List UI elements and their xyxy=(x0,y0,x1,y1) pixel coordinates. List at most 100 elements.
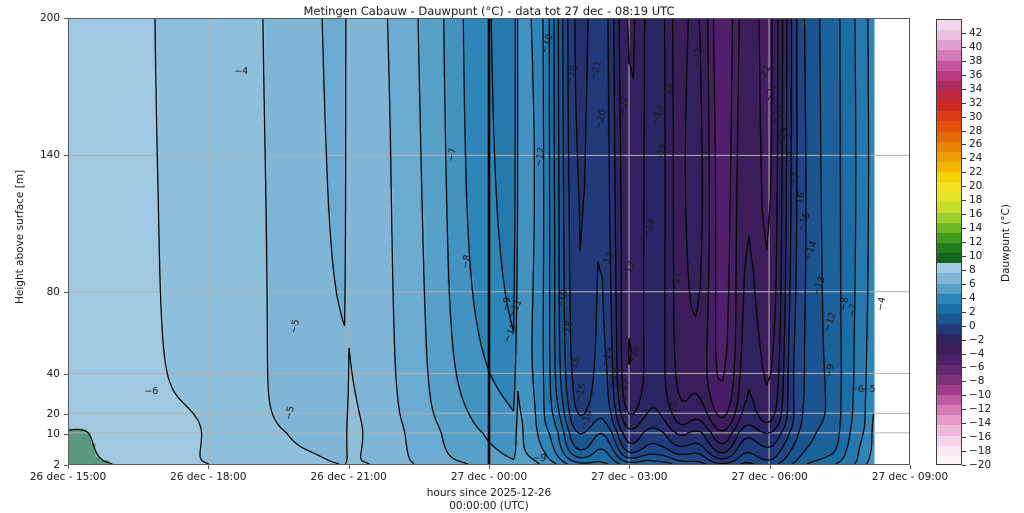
colorbar-tick-label: 42 xyxy=(969,27,982,39)
colorbar-tick-mark xyxy=(962,131,966,132)
y-tick-label: 40 xyxy=(20,368,60,380)
colorbar-tick-label: −6 xyxy=(969,361,984,373)
colorbar-tick-mark xyxy=(962,326,966,327)
y-tick-mark xyxy=(64,292,68,293)
x-tick-label: 27 dec - 06:00 xyxy=(731,471,807,483)
y-axis-label: Height above surface [m] xyxy=(14,169,26,303)
x-tick-mark xyxy=(349,465,350,469)
x-tick-label: 27 dec - 09:00 xyxy=(872,471,948,483)
colorbar-tick-mark xyxy=(962,186,966,187)
y-tick-label: 140 xyxy=(20,149,60,161)
x-tick-mark xyxy=(629,465,630,469)
x-tick-label: 26 dec - 15:00 xyxy=(30,471,106,483)
colorbar-tick-mark xyxy=(962,298,966,299)
colorbar-tick-label: 24 xyxy=(969,152,982,164)
colorbar-tick-mark xyxy=(962,270,966,271)
x-axis-label: hours since 2025-12-26 00:00:00 (UTC) xyxy=(68,487,910,513)
colorbar-tick-mark xyxy=(962,158,966,159)
colorbar-tick-mark xyxy=(962,395,966,396)
y-tick-mark xyxy=(64,155,68,156)
colorbar-tick-mark xyxy=(962,354,966,355)
colorbar-tick-mark xyxy=(962,228,966,229)
colorbar-tick-mark xyxy=(962,340,966,341)
colorbar-tick-label: 38 xyxy=(969,55,982,67)
colorbar-tick-label: 4 xyxy=(969,292,976,304)
colorbar-tick-mark xyxy=(962,451,966,452)
colorbar-tick-label: 36 xyxy=(969,69,982,81)
colorbar-tick-label: 10 xyxy=(969,250,982,262)
y-tick-mark xyxy=(64,414,68,415)
colorbar-tick-mark xyxy=(962,172,966,173)
colorbar-tick-label: 26 xyxy=(969,138,982,150)
colorbar-tick-label: 28 xyxy=(969,125,982,137)
colorbar-tick-label: −18 xyxy=(969,445,991,457)
contour-canvas: −4−5−5−7−8−9−10−12−12−11−12−13−14−15−15−… xyxy=(69,19,909,464)
colorbar-tick-mark xyxy=(962,61,966,62)
colorbar-tick-mark xyxy=(962,437,966,438)
colorbar-tick-mark xyxy=(962,144,966,145)
colorbar-tick-mark xyxy=(962,381,966,382)
colorbar-tick-label: 8 xyxy=(969,264,976,276)
colorbar-tick-label: 14 xyxy=(969,222,982,234)
x-tick-mark xyxy=(770,465,771,469)
colorbar-tick-mark xyxy=(962,409,966,410)
colorbar-tick-mark xyxy=(962,33,966,34)
figure-title: Metingen Cabauw - Dauwpunt (°C) - data t… xyxy=(68,4,910,18)
x-tick-label: 26 dec - 21:00 xyxy=(310,471,386,483)
x-tick-label: 27 dec - 03:00 xyxy=(591,471,667,483)
colorbar-segment xyxy=(937,456,961,465)
y-tick-label: 200 xyxy=(20,12,60,24)
colorbar-tick-mark xyxy=(962,47,966,48)
colorbar-tick-label: 18 xyxy=(969,194,982,206)
colorbar-tick-label: 40 xyxy=(969,41,982,53)
colorbar-tick-label: −20 xyxy=(969,459,991,471)
colorbar-tick-mark xyxy=(962,200,966,201)
colorbar-tick-mark xyxy=(962,242,966,243)
colorbar-tick-mark xyxy=(962,75,966,76)
colorbar-tick-mark xyxy=(962,465,966,466)
colorbar-tick-label: −4 xyxy=(969,348,984,360)
y-tick-label: 20 xyxy=(20,408,60,420)
colorbar-tick-label: 0 xyxy=(969,320,976,332)
colorbar-tick-label: 22 xyxy=(969,166,982,178)
colorbar-tick-label: −2 xyxy=(969,334,984,346)
colorbar-tick-mark xyxy=(962,103,966,104)
colorbar-tick-label: 12 xyxy=(969,236,982,248)
colorbar-tick-mark xyxy=(962,284,966,285)
colorbar-tick-label: 32 xyxy=(969,97,982,109)
colorbar-tick-label: 6 xyxy=(969,278,976,290)
colorbar-tick-label: 16 xyxy=(969,208,982,220)
y-tick-mark xyxy=(64,465,68,466)
colorbar-tick-mark xyxy=(962,256,966,257)
colorbar-tick-mark xyxy=(962,117,966,118)
y-tick-mark xyxy=(64,434,68,435)
colorbar-tick-label: 2 xyxy=(969,306,976,318)
colorbar-tick-label: −16 xyxy=(969,431,991,443)
colorbar-tick-label: 20 xyxy=(969,180,982,192)
contour-svg: −4−5−5−7−8−9−10−12−12−11−12−13−14−15−15−… xyxy=(69,19,909,464)
y-tick-mark xyxy=(64,374,68,375)
y-tick-label: 80 xyxy=(20,286,60,298)
x-tick-mark xyxy=(489,465,490,469)
colorbar-tick-mark xyxy=(962,312,966,313)
y-tick-label: 2 xyxy=(20,459,60,471)
colorbar-tick-mark xyxy=(962,214,966,215)
x-tick-mark xyxy=(68,465,69,469)
colorbar-tick-mark xyxy=(962,423,966,424)
colorbar-tick-label: 30 xyxy=(969,111,982,123)
colorbar-tick-label: −10 xyxy=(969,389,991,401)
colorbar-label: Dauwpunt (°C) xyxy=(1000,204,1012,282)
x-tick-mark xyxy=(910,465,911,469)
colorbar-tick-label: 34 xyxy=(969,83,982,95)
colorbar[interactable] xyxy=(936,19,962,465)
x-tick-label: 27 dec - 00:00 xyxy=(451,471,527,483)
plot-area[interactable]: −4−5−5−7−8−9−10−12−12−11−12−13−14−15−15−… xyxy=(68,18,910,465)
y-tick-mark xyxy=(64,18,68,19)
colorbar-tick-label: −8 xyxy=(969,375,984,387)
colorbar-tick-label: −14 xyxy=(969,417,991,429)
y-tick-label: 10 xyxy=(20,428,60,440)
x-tick-mark xyxy=(208,465,209,469)
colorbar-tick-label: −12 xyxy=(969,403,991,415)
colorbar-tick-mark xyxy=(962,367,966,368)
